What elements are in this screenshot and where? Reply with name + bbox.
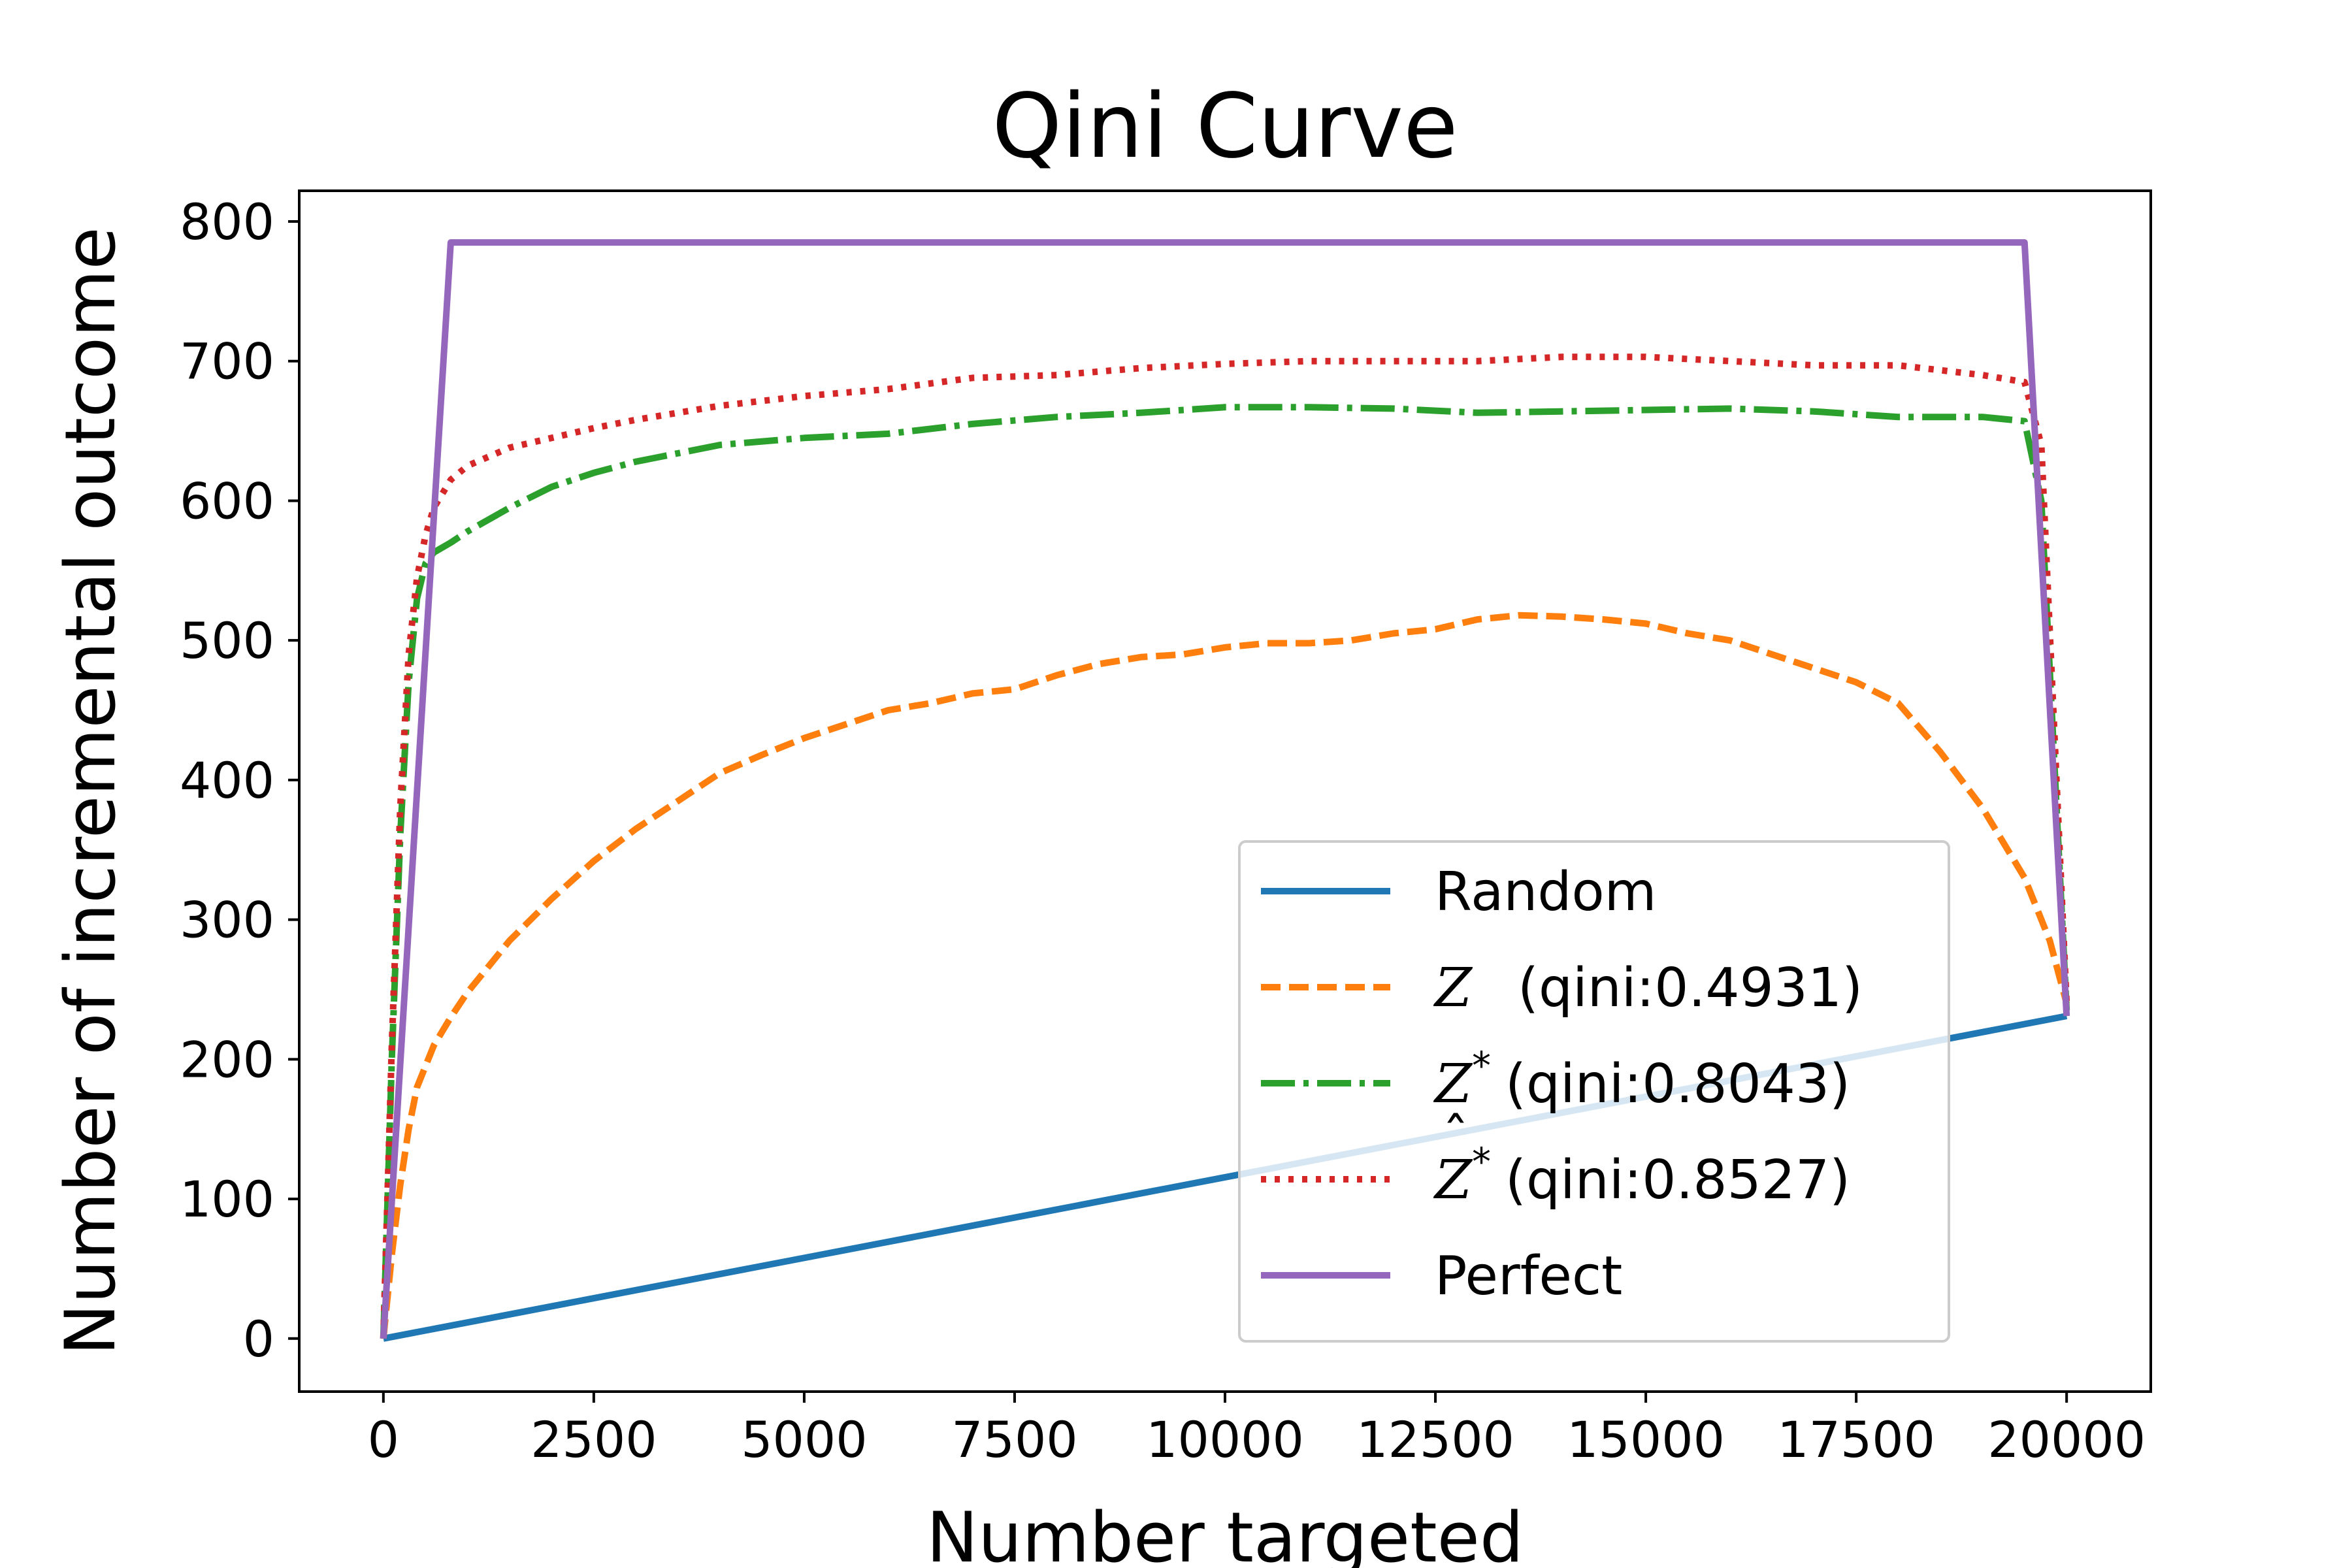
legend-label: Z* (qini:0.8527) [1433,1139,1850,1211]
x-axis-label: Number targeted [926,1497,1524,1568]
legend-math-symbol: Z [1433,957,1473,1019]
legend-label: Perfect [1435,1245,1622,1307]
chart-title: Qini Curve [992,75,1458,178]
series-line--3 [380,353,2070,1339]
y-tick-label: 500 [180,612,274,670]
legend-frame [1238,840,1950,1343]
y-tick-label: 800 [180,193,274,251]
legend-qini-value: (qini:0.4931) [1518,957,1863,1019]
legend-label: Z (qini:0.4931) [1433,957,1863,1019]
x-tick-label: 15000 [1567,1411,1725,1469]
x-tick-label: 2500 [531,1411,657,1469]
legend-math-symbol: Z [1433,1053,1473,1115]
legend-qini-value: (qini:0.8527) [1505,1149,1850,1211]
x-tick-label: 0 [368,1411,399,1469]
series-line-z-1 [380,612,2070,1339]
axis-ticks: 0 2500 5000 7500 10000 12500 15000 17500 20000 0 1… [180,193,2146,1469]
y-tick-label: 700 [180,333,274,391]
y-tick-label: 600 [180,472,274,530]
y-tick-label: 0 [243,1310,274,1368]
x-tick-label: 5000 [741,1411,867,1469]
legend-label: Random [1435,861,1657,923]
plot-frame [298,189,2152,1393]
legend-qini-value: (qini:0.8043) [1505,1053,1850,1115]
y-axis-label: Number of incremental outcome [50,227,131,1355]
legend-superscript: * [1472,1043,1491,1088]
y-tick-label: 200 [180,1030,274,1088]
x-tick-label: 17500 [1777,1411,1935,1469]
x-tick-label: 10000 [1146,1411,1304,1469]
y-tick-label: 400 [180,751,274,809]
y-tick-label: 100 [180,1170,274,1228]
x-tick-label: 12500 [1356,1411,1514,1469]
x-tick-label: 20000 [1987,1411,2146,1469]
legend-math-symbol: Z [1433,1149,1473,1211]
series-line-perfect-4 [380,239,2070,1339]
legend-hat-accent: ˆ [1443,1107,1469,1169]
y-tick-label: 300 [180,891,274,949]
series-line-z-2 [380,404,2070,1339]
legend-label: Z* (qini:0.8043) [1433,1043,1850,1115]
x-tick-label: 7500 [951,1411,1077,1469]
legend-superscript: * [1472,1139,1491,1184]
